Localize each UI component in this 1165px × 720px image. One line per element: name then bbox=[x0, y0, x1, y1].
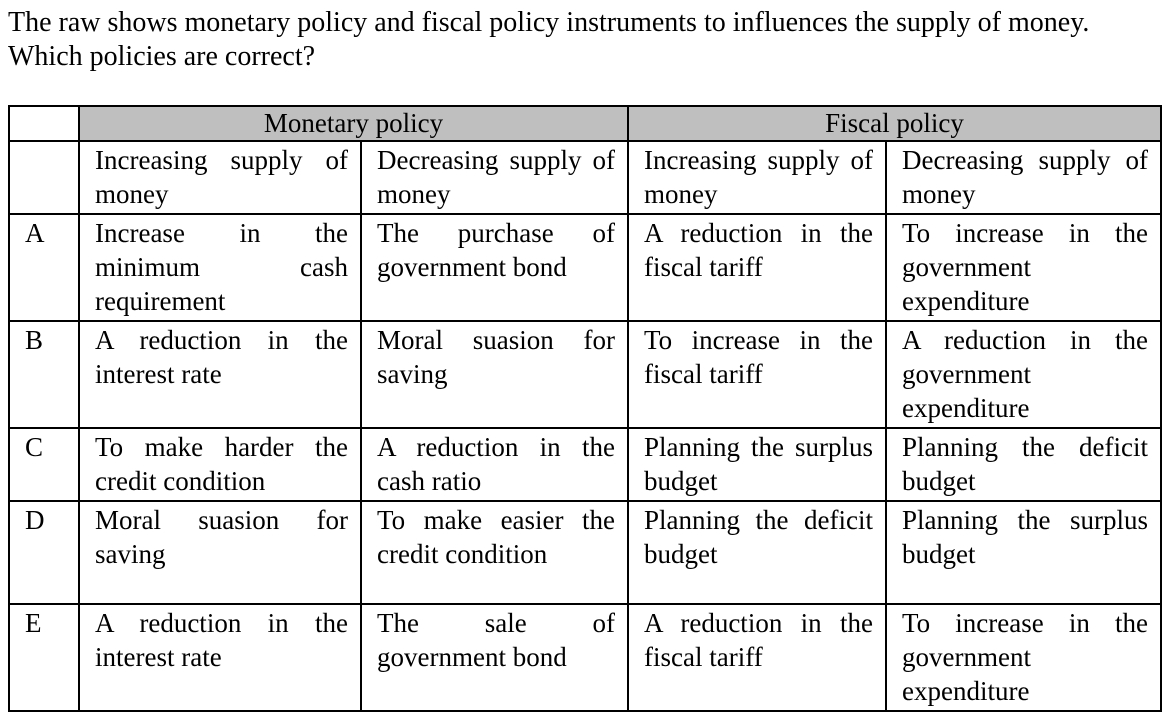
cell-b-fiscal-increasing: To increase in the fiscal tariff bbox=[627, 320, 887, 429]
cell-e-monetary-increasing: A reduction in the interest rate bbox=[78, 603, 362, 712]
option-letter: B bbox=[8, 320, 80, 429]
question-text: The raw shows monetary policy and fiscal… bbox=[8, 7, 1090, 72]
table-row-a: A Increase in the minimum cash requireme… bbox=[8, 213, 1163, 322]
policy-table: Monetary policy Fiscal policy Increasing… bbox=[8, 105, 1163, 712]
monetary-decreasing-header: Decreasing supply of money bbox=[360, 140, 629, 215]
empty-header-cell bbox=[8, 140, 80, 215]
cell-a-monetary-increasing: Increase in the minimum cash requirement bbox=[78, 213, 362, 322]
cell-b-monetary-decreasing: Moral suasion for saving bbox=[360, 320, 629, 429]
cell-d-monetary-decreasing: To make easier the credit condition bbox=[360, 500, 629, 605]
cell-d-monetary-increasing: Moral suasion for saving bbox=[78, 500, 362, 605]
cell-c-fiscal-increasing: Planning the surplus budget bbox=[627, 427, 887, 502]
cell-c-monetary-increasing: To make harder the credit condition bbox=[78, 427, 362, 502]
option-letter: E bbox=[8, 603, 80, 712]
monetary-increasing-header: Increasing supply of money bbox=[78, 140, 362, 215]
cell-c-monetary-decreasing: A reduction in the cash ratio bbox=[360, 427, 629, 502]
option-letter: D bbox=[8, 500, 80, 605]
cell-e-fiscal-increasing: A reduction in the fiscal tariff bbox=[627, 603, 887, 712]
cell-a-fiscal-increasing: A reduction in the fiscal tariff bbox=[627, 213, 887, 322]
option-letter: C bbox=[8, 427, 80, 502]
cell-e-monetary-decreasing: The sale of government bond bbox=[360, 603, 629, 712]
cell-b-fiscal-decreasing: A reduction in the government expenditur… bbox=[884, 320, 1163, 429]
cell-a-fiscal-decreasing: To increase in the government expenditur… bbox=[884, 213, 1163, 322]
table-row-b: B A reduction in the interest rate Moral… bbox=[8, 320, 1163, 429]
monetary-policy-group-header: Monetary policy bbox=[78, 105, 629, 142]
fiscal-decreasing-header: Decreasing supply of money bbox=[884, 140, 1163, 215]
cell-c-fiscal-decreasing: Planning the deficit budget bbox=[884, 427, 1163, 502]
table-row-d: D Moral suasion for saving To make easie… bbox=[8, 500, 1163, 605]
cell-a-monetary-decreasing: The purchase of government bond bbox=[360, 213, 629, 322]
sub-header-row: Increasing supply of money Decreasing su… bbox=[8, 140, 1163, 215]
cell-b-monetary-increasing: A reduction in the interest rate bbox=[78, 320, 362, 429]
group-header-row: Monetary policy Fiscal policy bbox=[8, 105, 1163, 142]
cell-e-fiscal-decreasing: To increase in the government expenditur… bbox=[884, 603, 1163, 712]
table-row-e: E A reduction in the interest rate The s… bbox=[8, 603, 1163, 712]
cell-d-fiscal-decreasing: Planning the surplus budget bbox=[884, 500, 1163, 605]
cell-d-fiscal-increasing: Planning the deficit budget bbox=[627, 500, 887, 605]
fiscal-policy-group-header: Fiscal policy bbox=[626, 105, 1163, 142]
option-letter: A bbox=[8, 213, 80, 322]
fiscal-increasing-header: Increasing supply of money bbox=[627, 140, 887, 215]
table-row-c: C To make harder the credit condition A … bbox=[8, 427, 1163, 502]
corner-cell bbox=[8, 105, 80, 142]
